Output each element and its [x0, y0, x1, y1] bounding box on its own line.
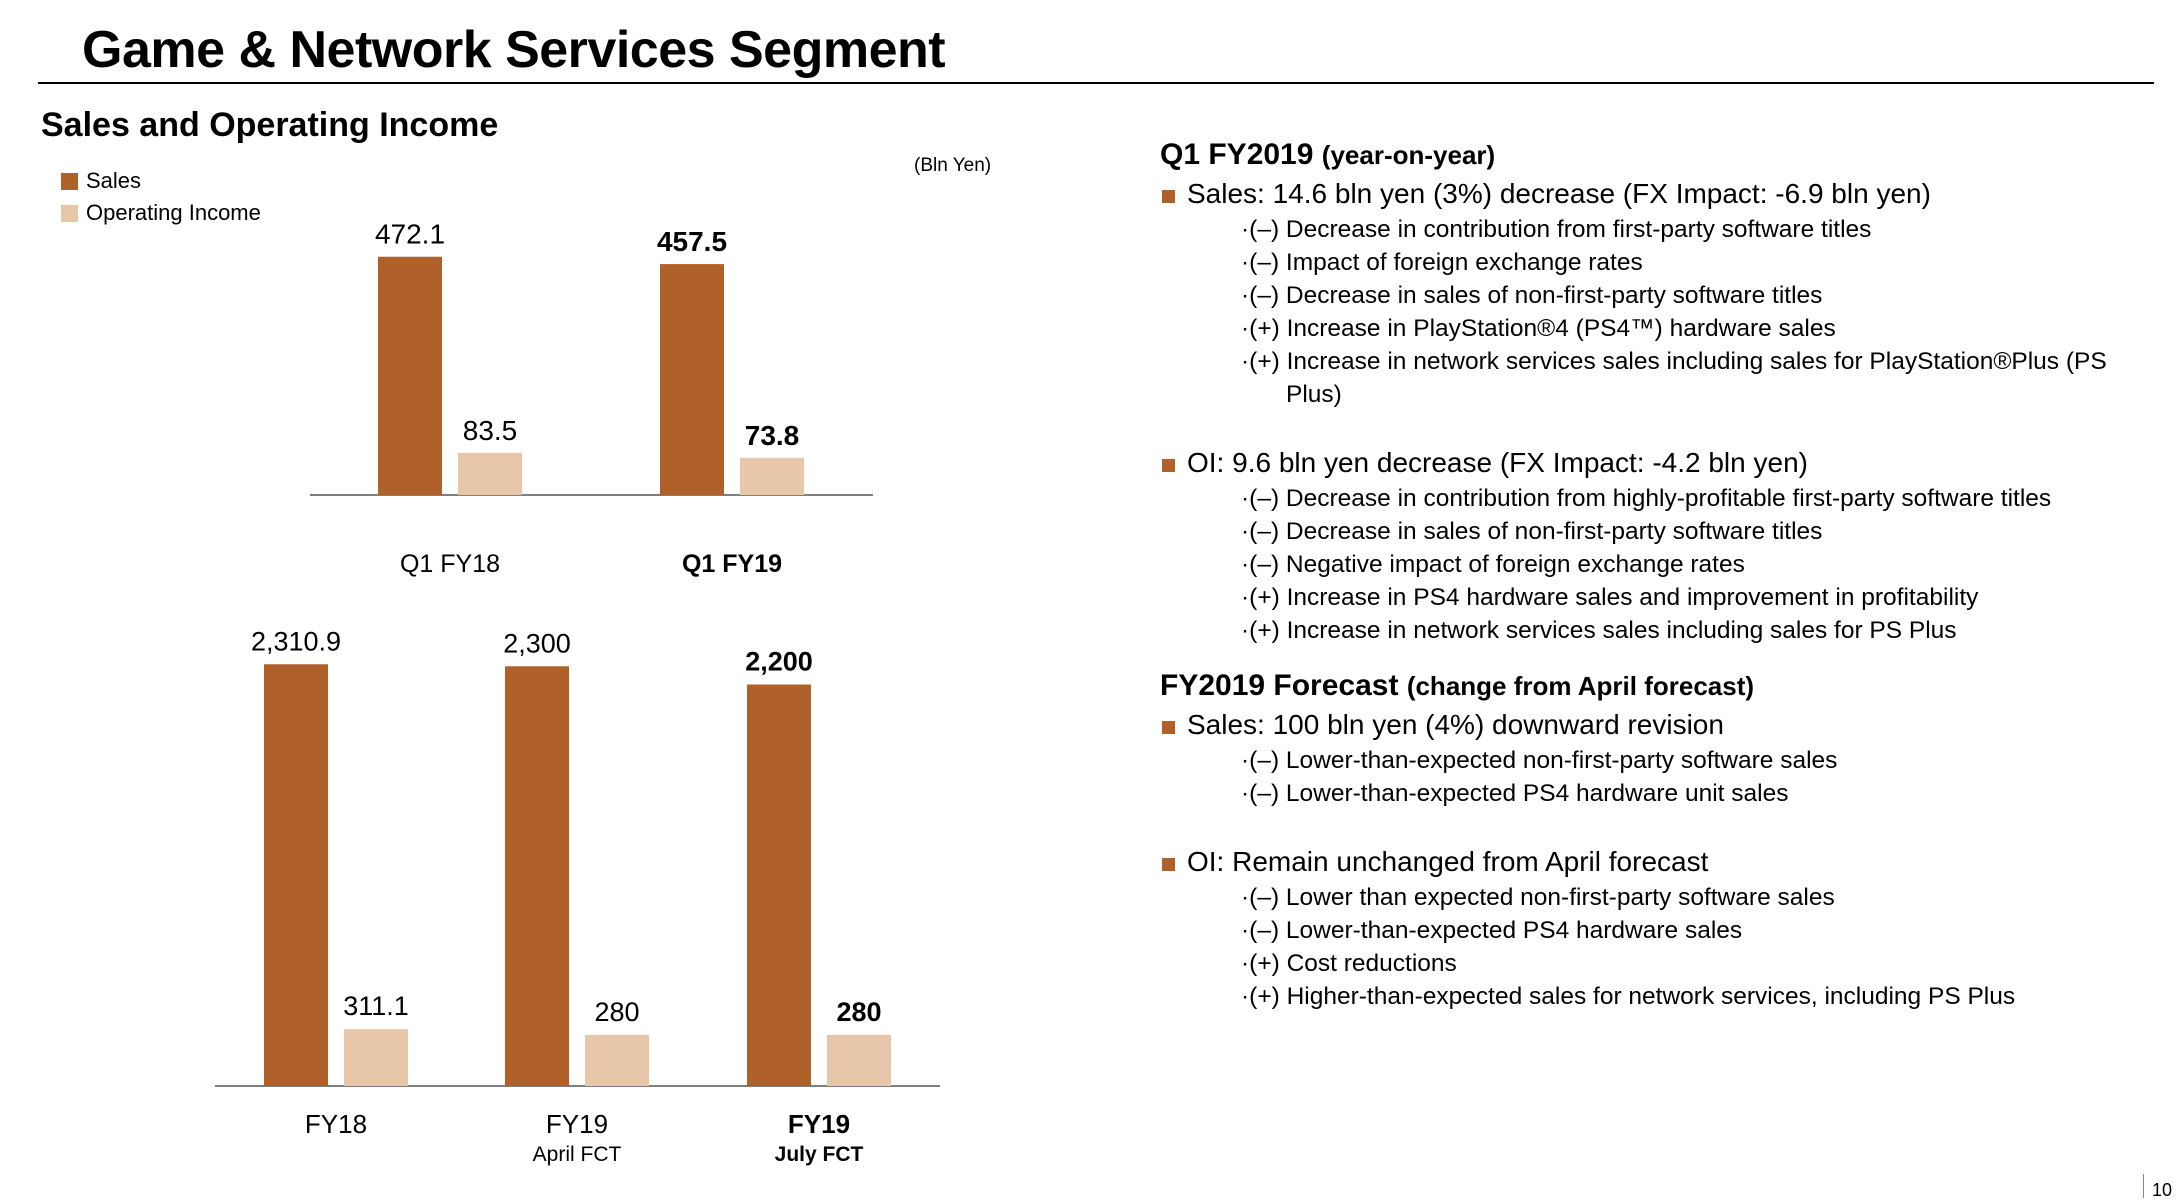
list-item: ·(–) Impact of foreign exchange rates [1241, 249, 1643, 276]
list-item: ·(–) Negative impact of foreign exchange… [1241, 551, 1745, 578]
list-item: ·(+) Higher-than-expected sales for netw… [1241, 983, 2016, 1010]
list-item: ·(+) Cost reductions [1241, 950, 1457, 977]
legend-swatch-sales [61, 172, 78, 190]
bar-sales [378, 256, 442, 495]
list-item: ·(–) Lower-than-expected PS4 hardware un… [1241, 780, 1789, 807]
bar-operating-income [458, 452, 522, 495]
page-title: Game & Network Services Segment [82, 21, 946, 79]
data-label-sales: 472.1 [375, 219, 445, 250]
data-label-operating-income: 280 [836, 997, 881, 1027]
list-item: ·(+) Increase in PlayStation®4 (PS4™) ha… [1241, 315, 1836, 342]
bullet-square-icon [1162, 858, 1175, 871]
quarterly-bar-chart: 472.1 83.5 Q1 FY18 457.5 73.8 Q1 FY19 [310, 219, 873, 578]
data-label-sales: 457.5 [657, 226, 727, 257]
category-label: Q1 FY18 [400, 550, 500, 578]
category-label: Q1 FY19 [682, 550, 782, 578]
unit-label: (Bln Yen) [914, 155, 992, 176]
bullet-square-icon [1162, 721, 1175, 734]
category-sublabel: April FCT [533, 1143, 622, 1166]
data-label-sales: 2,200 [745, 647, 813, 677]
forecast-sales-bullet: Sales: 100 bln yen (4%) downward revisio… [1160, 709, 2160, 741]
q1-oi-factors: ·(–) Decrease in contribution from highl… [1160, 482, 2160, 647]
data-label-sales: 2,300 [503, 628, 571, 658]
list-item: ·(–) Decrease in contribution from highl… [1241, 485, 2052, 512]
commentary-panel: Q1 FY2019 (year-on-year) Sales: 14.6 bln… [1160, 138, 2160, 1013]
legend-label-operating-income: Operating Income [86, 200, 261, 225]
annual-bar-chart: 2,310.9 311.1 FY18 2,300 280 FY19 April FCT 2,2… [215, 626, 940, 1166]
data-label-sales: 2,310.9 [251, 626, 341, 656]
q1-sales-bullet: Sales: 14.6 bln yen (3%) decrease (FX Im… [1160, 178, 2160, 210]
bullet-square-icon [1162, 190, 1175, 203]
list-item: ·(–) Lower-than-expected PS4 hardware sa… [1241, 917, 1743, 944]
page-corner-rule [2143, 1174, 2144, 1198]
bar-sales [660, 264, 724, 495]
list-item: ·(+) Increase in network services sales … [1241, 617, 1957, 644]
forecast-oi-bullet: OI: Remain unchanged from April forecast [1160, 846, 2160, 878]
bar-sales [264, 664, 328, 1086]
data-label-operating-income: 311.1 [343, 991, 409, 1021]
bar-operating-income [740, 457, 804, 495]
legend-item-operating-income: Operating Income [61, 197, 261, 229]
q1-oi-text: OI: 9.6 bln yen decrease (FX Impact: -4.… [1187, 447, 1808, 478]
bullet-square-icon [1162, 459, 1175, 472]
forecast-sales-text: Sales: 100 bln yen (4%) downward revisio… [1187, 709, 1724, 740]
forecast-heading: FY2019 Forecast (change from April forec… [1160, 669, 2160, 703]
chart-legend: Sales Operating Income [61, 165, 261, 229]
section-title: Sales and Operating Income [41, 106, 499, 144]
list-item: ·(–) Lower than expected non-first-party… [1241, 884, 1835, 911]
list-item: ·(–) Lower-than-expected non-first-party… [1241, 747, 1838, 774]
q1-heading-main: Q1 FY2019 [1160, 138, 1314, 171]
category-sublabel: July FCT [775, 1143, 864, 1166]
forecast-heading-main: FY2019 Forecast [1160, 669, 1399, 702]
data-label-operating-income: 83.5 [463, 415, 518, 446]
category-label: FY19 [788, 1109, 850, 1139]
data-label-operating-income: 73.8 [745, 420, 800, 451]
q1-oi-bullet: OI: 9.6 bln yen decrease (FX Impact: -4.… [1160, 447, 2160, 479]
bar-sales [505, 666, 569, 1086]
q1-sales-factors: ·(–) Decrease in contribution from first… [1160, 213, 2160, 411]
q1-heading-sub: (year-on-year) [1321, 140, 1496, 170]
q1-heading: Q1 FY2019 (year-on-year) [1160, 138, 2160, 172]
title-divider [38, 82, 2154, 84]
q1-sales-text: Sales: 14.6 bln yen (3%) decrease (FX Im… [1187, 178, 1931, 209]
legend-item-sales: Sales [61, 165, 261, 197]
legend-label-sales: Sales [86, 168, 142, 193]
list-item: ·(–) Decrease in sales of non-first-part… [1241, 282, 1823, 309]
forecast-heading-sub: (change from April forecast) [1406, 671, 1755, 701]
forecast-oi-factors: ·(–) Lower than expected non-first-party… [1160, 881, 2160, 1013]
list-item: ·(–) Decrease in contribution from first… [1241, 216, 1872, 243]
legend-swatch-operating-income [61, 204, 78, 222]
bar-sales [747, 684, 811, 1086]
bar-operating-income [344, 1029, 408, 1086]
forecast-sales-factors: ·(–) Lower-than-expected non-first-party… [1160, 744, 2160, 810]
list-item: ·(+) Increase in PS4 hardware sales and … [1241, 584, 1979, 611]
data-label-operating-income: 280 [594, 997, 639, 1027]
bar-operating-income [827, 1034, 891, 1086]
forecast-oi-text: OI: Remain unchanged from April forecast [1187, 846, 1709, 877]
category-label: FY19 [546, 1109, 608, 1139]
page-number: 10 [2152, 1180, 2173, 1200]
list-item: ·(–) Decrease in sales of non-first-part… [1241, 518, 1823, 545]
category-label: FY18 [305, 1109, 367, 1139]
list-item: ·(+) Increase in network services sales … [1241, 348, 2107, 408]
bar-operating-income [585, 1034, 649, 1086]
